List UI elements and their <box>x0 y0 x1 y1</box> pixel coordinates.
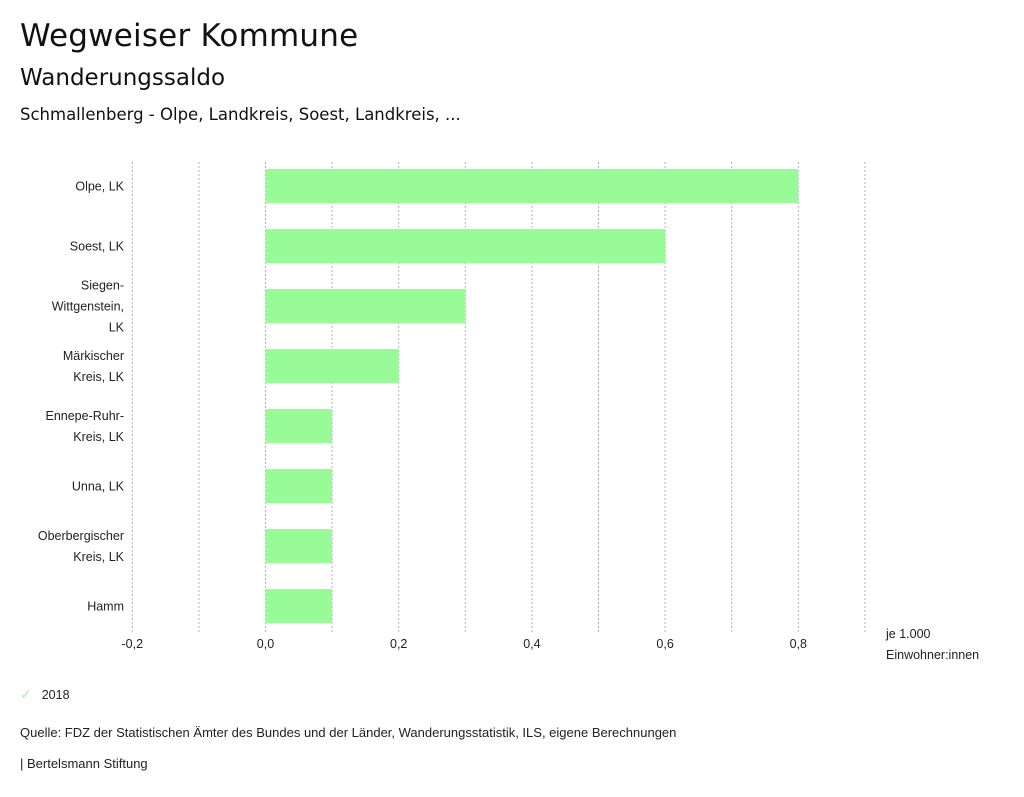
x-tick-labels: -0,2 0,0 0,2 0,4 0,6 0,8 <box>122 637 808 651</box>
bar-chart: Olpe, LK Soest, LK Siegen- Wittgenstein, LK M… <box>38 162 866 651</box>
check-icon: ✓ <box>20 686 32 702</box>
bar[interactable] <box>265 169 799 203</box>
x-tick-label: -0,2 <box>122 637 144 651</box>
unit-line-2: Einwohner:innen <box>886 648 980 662</box>
category-label: Ennepe-Ruhr- <box>45 409 124 423</box>
bars <box>265 169 799 623</box>
category-label: Siegen- <box>81 279 124 293</box>
legend-item-2018[interactable]: ✓ 2018 <box>20 686 70 703</box>
bar[interactable] <box>265 349 399 383</box>
bar[interactable] <box>265 589 333 623</box>
category-labels: Olpe, LK Soest, LK Siegen- Wittgenstein, LK M… <box>38 180 125 614</box>
category-label: Unna, LK <box>72 480 125 494</box>
category-label: Olpe, LK <box>75 180 124 194</box>
bar[interactable] <box>265 529 333 563</box>
category-label: Hamm <box>87 600 124 614</box>
x-tick-label: 0,4 <box>523 637 540 651</box>
x-tick-label: 0,0 <box>257 637 274 651</box>
category-label: Wittgenstein, <box>52 300 124 314</box>
credit-note: | Bertelsmann Stiftung <box>20 756 148 771</box>
x-tick-label: 0,6 <box>656 637 673 651</box>
unit-line-1: je 1.000 <box>886 627 931 641</box>
category-label: Kreis, LK <box>73 430 124 444</box>
region-selector-label[interactable]: Schmallenberg - Olpe, Landkreis, Soest, … <box>20 105 461 124</box>
bar[interactable] <box>265 229 666 263</box>
x-tick-label: 0,8 <box>790 637 807 651</box>
category-label: Kreis, LK <box>73 550 124 564</box>
chart-subtitle: Wanderungssaldo <box>20 65 226 91</box>
bar[interactable] <box>265 289 466 323</box>
bar[interactable] <box>265 409 333 443</box>
category-label: Märkischer <box>63 349 124 363</box>
x-tick-label: 0,2 <box>390 637 407 651</box>
bar[interactable] <box>265 469 333 503</box>
category-label: Soest, LK <box>70 240 125 254</box>
x-axis-unit-label: je 1.000 Einwohner:innen <box>886 624 979 666</box>
legend-label: 2018 <box>41 687 70 702</box>
category-label: LK <box>109 321 125 335</box>
app-title: Wegweiser Kommune <box>20 18 359 54</box>
category-label: Kreis, LK <box>73 370 124 384</box>
category-label: Oberbergischer <box>38 529 124 543</box>
source-note: Quelle: FDZ der Statistischen Ämter des … <box>20 725 677 740</box>
